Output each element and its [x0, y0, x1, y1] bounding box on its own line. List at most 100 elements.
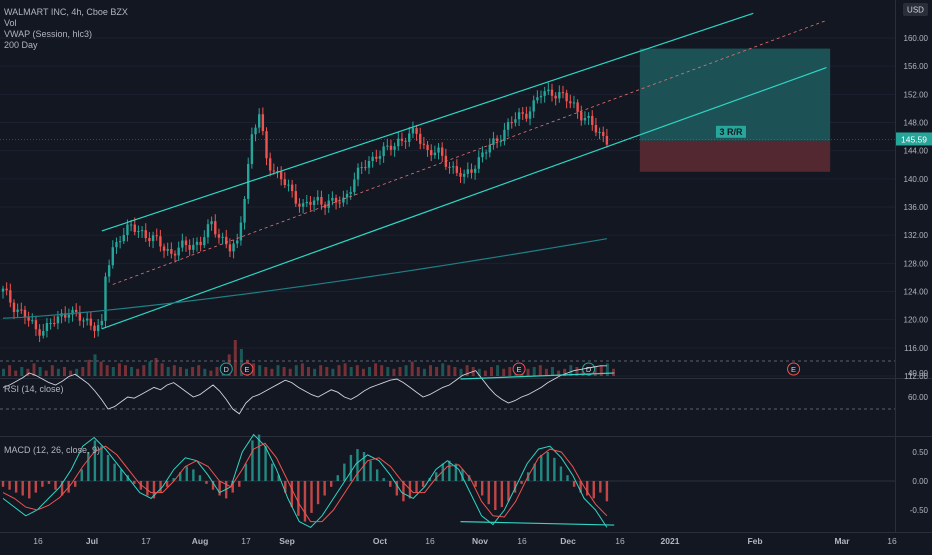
price-tick-label: 132.00 — [904, 231, 929, 240]
volume-bar — [185, 368, 188, 376]
candle-body — [426, 144, 429, 150]
volume-bar — [435, 367, 439, 376]
macd-histogram-bar — [185, 466, 188, 481]
macd-histogram-bar — [310, 481, 313, 513]
macd-histogram-bar — [284, 481, 287, 493]
macd-histogram-bar — [454, 463, 458, 481]
candle-body — [75, 309, 78, 313]
event-marker-label: D — [586, 365, 592, 374]
volume-bar — [32, 363, 36, 376]
macd-histogram-bar — [356, 449, 359, 481]
candle-body — [342, 197, 345, 203]
volume-bar — [355, 365, 359, 376]
candle-body — [492, 138, 495, 145]
candle-body — [484, 152, 488, 154]
price-tick-label: 124.00 — [904, 288, 929, 297]
price-tick-label: 120.00 — [904, 316, 929, 325]
time-tick-label: Dec — [560, 536, 576, 546]
candle-body — [605, 135, 609, 145]
volume-bar — [526, 368, 530, 376]
candle-body — [583, 118, 587, 121]
candle-body — [228, 244, 232, 252]
volume-bar — [56, 368, 60, 376]
candle-body — [67, 314, 71, 318]
macd-histogram-bar — [133, 481, 136, 484]
candle-body — [572, 102, 576, 104]
candle-body — [155, 235, 158, 237]
candle-body — [400, 138, 404, 141]
last-price-badge — [896, 132, 932, 146]
legend-vwap: VWAP (Session, hlc3) — [4, 29, 93, 39]
candle-body — [27, 317, 30, 321]
rsi-divergence-line — [460, 372, 615, 380]
volume-bar — [38, 367, 42, 376]
time-tick-label: 2021 — [661, 536, 680, 546]
time-tick-label: Feb — [747, 536, 762, 546]
candle-body — [466, 169, 470, 174]
volume-bar — [75, 368, 79, 376]
macd-histogram-bar — [592, 481, 595, 499]
volume-bar — [50, 365, 54, 376]
volume-bar — [422, 368, 426, 376]
risk-reward-badge — [715, 125, 746, 138]
volume-bar — [337, 365, 341, 376]
volume-bar — [551, 367, 554, 376]
candle-body — [455, 166, 459, 173]
time-tick-label: 17 — [141, 536, 151, 546]
macd-histogram-bar — [513, 481, 517, 493]
macd-histogram-bar — [159, 481, 162, 493]
volume-bar — [282, 367, 286, 376]
volume-bar — [197, 365, 201, 376]
volume-bar — [172, 365, 176, 376]
volume-bar — [111, 367, 115, 376]
candle-body — [85, 318, 89, 321]
candle-body — [96, 325, 100, 332]
volume-bar — [361, 368, 365, 376]
macd-tick-label: 0.50 — [912, 448, 928, 457]
macd-tick-label: 0.00 — [912, 477, 928, 486]
candle-body — [305, 201, 308, 204]
volume-bar — [87, 359, 91, 376]
candle-body — [199, 241, 202, 246]
macd-histogram-bar — [192, 469, 195, 481]
candle-body — [470, 169, 473, 173]
macd-histogram-bar — [231, 481, 234, 493]
macd-histogram-bar — [487, 481, 490, 505]
volume-bar — [398, 367, 402, 376]
candle-body — [587, 115, 590, 119]
candle-body — [82, 320, 85, 322]
volume-bar — [459, 368, 463, 376]
macd-histogram-bar — [172, 478, 175, 481]
macd-histogram-bar — [605, 481, 609, 502]
volume-bar — [410, 361, 414, 376]
volume-bar — [203, 368, 207, 376]
macd-histogram-bar — [480, 481, 484, 496]
volume-bar — [276, 365, 280, 376]
candle-body — [195, 241, 199, 245]
candle-body — [375, 156, 378, 159]
currency-label: USD — [907, 6, 924, 15]
candle-body — [345, 193, 349, 198]
macd-histogram-bar — [198, 475, 202, 481]
candle-body — [115, 242, 118, 248]
volume-bar — [63, 367, 66, 376]
volume-bar — [99, 361, 103, 376]
candle-body — [536, 97, 539, 101]
candle-body — [298, 203, 301, 207]
macd-histogram-bar — [251, 440, 254, 481]
candle-body — [378, 156, 382, 159]
candle-body — [554, 95, 557, 99]
macd-histogram-bar — [349, 454, 353, 481]
candle-body — [42, 331, 45, 336]
candle-body — [107, 265, 111, 277]
time-tick-label: Sep — [279, 536, 295, 546]
time-tick-label: 16 — [887, 536, 897, 546]
candle-body — [287, 184, 290, 186]
candle-body — [49, 322, 52, 324]
macd-histogram-bar — [14, 481, 18, 493]
candle-body — [521, 112, 524, 114]
rsi-pane-label: RSI (14, close) — [4, 384, 64, 394]
candle-body — [393, 146, 396, 150]
